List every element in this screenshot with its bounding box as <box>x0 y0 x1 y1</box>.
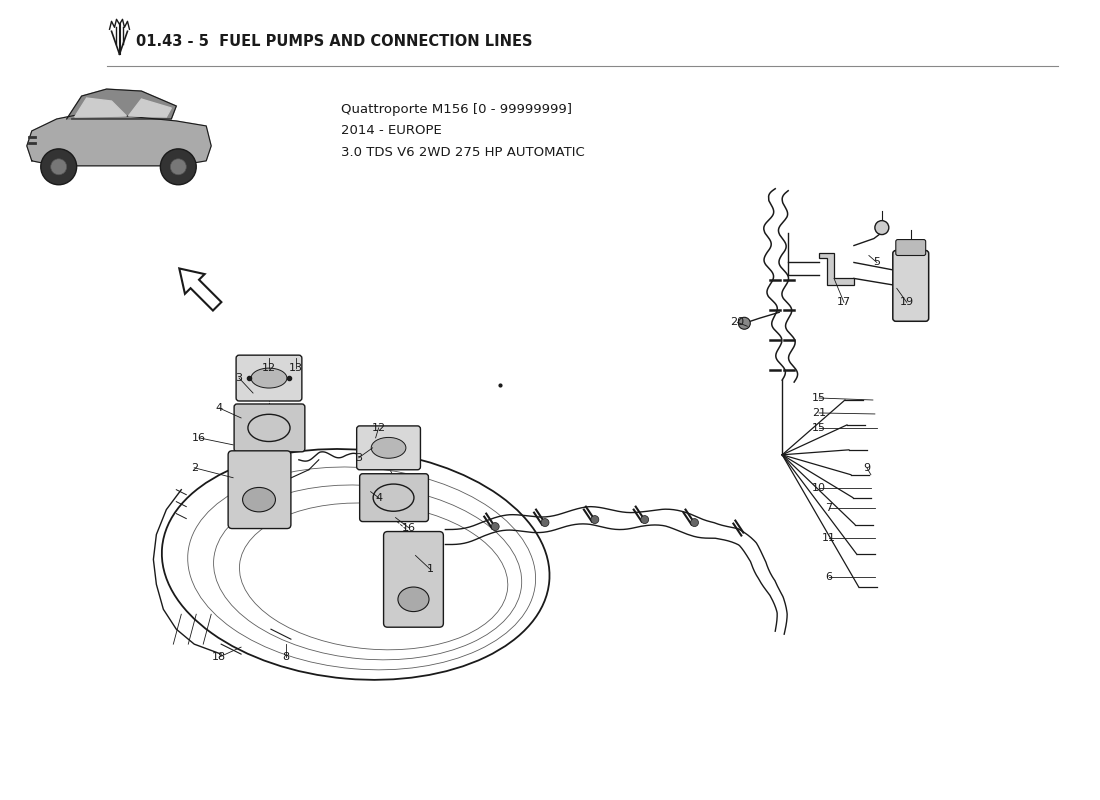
Polygon shape <box>67 89 176 119</box>
Text: 7: 7 <box>825 502 833 513</box>
Text: 2014 - EUROPE: 2014 - EUROPE <box>341 125 441 138</box>
Text: 6: 6 <box>825 572 833 582</box>
Text: 16: 16 <box>402 522 416 533</box>
Text: 3.0 TDS V6 2WD 275 HP AUTOMATIC: 3.0 TDS V6 2WD 275 HP AUTOMATIC <box>341 146 584 159</box>
Text: 13: 13 <box>289 363 302 373</box>
Text: 21: 21 <box>812 408 826 418</box>
Ellipse shape <box>251 368 287 388</box>
FancyBboxPatch shape <box>360 474 428 522</box>
Circle shape <box>591 515 598 523</box>
Text: 12: 12 <box>262 363 276 373</box>
Ellipse shape <box>371 438 406 458</box>
Text: 17: 17 <box>837 298 851 307</box>
Text: 20: 20 <box>730 318 745 327</box>
Text: 12: 12 <box>372 423 386 433</box>
Circle shape <box>874 221 889 234</box>
Polygon shape <box>820 253 854 286</box>
Circle shape <box>492 522 499 530</box>
FancyBboxPatch shape <box>234 404 305 452</box>
Text: 11: 11 <box>822 533 836 542</box>
FancyBboxPatch shape <box>893 250 928 322</box>
Text: Quattroporte M156 [0 - 99999999]: Quattroporte M156 [0 - 99999999] <box>341 102 572 115</box>
Circle shape <box>691 518 698 526</box>
Circle shape <box>541 518 549 526</box>
Polygon shape <box>75 98 127 117</box>
FancyBboxPatch shape <box>384 531 443 627</box>
Text: 15: 15 <box>812 393 826 403</box>
Text: 10: 10 <box>812 482 826 493</box>
Text: 19: 19 <box>900 298 914 307</box>
Text: 4: 4 <box>216 403 222 413</box>
Text: 15: 15 <box>812 423 826 433</box>
Text: 01.43 - 5  FUEL PUMPS AND CONNECTION LINES: 01.43 - 5 FUEL PUMPS AND CONNECTION LINE… <box>136 34 532 49</box>
Text: 9: 9 <box>864 462 870 473</box>
FancyArrow shape <box>179 269 221 310</box>
Text: 4: 4 <box>375 493 382 502</box>
Circle shape <box>161 149 196 185</box>
Circle shape <box>640 515 649 523</box>
Polygon shape <box>129 99 172 117</box>
Circle shape <box>51 159 67 174</box>
Circle shape <box>170 159 186 174</box>
FancyBboxPatch shape <box>236 355 301 401</box>
Text: 8: 8 <box>283 652 289 662</box>
Polygon shape <box>26 113 211 166</box>
Ellipse shape <box>398 587 429 611</box>
Text: 16: 16 <box>192 433 206 443</box>
Text: 2: 2 <box>190 462 198 473</box>
FancyBboxPatch shape <box>895 239 926 255</box>
Text: 3: 3 <box>355 453 362 462</box>
Text: 18: 18 <box>212 652 227 662</box>
Text: 1: 1 <box>427 565 433 574</box>
Circle shape <box>41 149 77 185</box>
Text: 5: 5 <box>873 258 880 267</box>
Text: 3: 3 <box>235 373 243 383</box>
FancyBboxPatch shape <box>228 451 290 529</box>
FancyBboxPatch shape <box>356 426 420 470</box>
Circle shape <box>738 318 750 330</box>
Ellipse shape <box>243 487 275 512</box>
